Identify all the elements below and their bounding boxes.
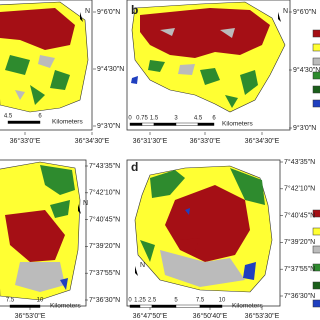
lat-label: 9°4'30"N: [97, 65, 124, 73]
scale-bar-segment: [151, 304, 177, 308]
lon-label: 36°53'0"E: [15, 312, 46, 320]
scale-label: 7.5: [196, 298, 205, 304]
map-frame: [0, 0, 93, 131]
scale-label: 0: [128, 298, 132, 304]
lon-label: 36°33'0"E: [190, 137, 221, 145]
scale-label: 4.5: [4, 114, 13, 120]
lat-label: 9°3'0"N: [293, 124, 316, 132]
lat-label: 9°6'0"N: [97, 8, 120, 16]
north-arrow: [78, 204, 81, 214]
lon-label: 36°53'30"E: [245, 312, 280, 320]
scale-label: 2.5: [148, 298, 157, 304]
north-arrow: [135, 266, 138, 276]
scale-bar-segment: [139, 304, 153, 308]
panel-label: b: [131, 3, 138, 17]
lat-label: 7°43'35"N: [284, 158, 315, 166]
scale-label: 3: [174, 116, 178, 122]
scale-label: 4.5: [194, 116, 203, 122]
map-frame: [126, 0, 291, 131]
lon-label: 36°31'30"E: [133, 137, 168, 145]
map-b: [131, 1, 286, 113]
scale-bar-segment: [197, 122, 215, 126]
scale-label: 10: [219, 298, 226, 304]
scale-label: 1.5: [150, 116, 159, 122]
lat-label: 9°6'0"N: [293, 8, 316, 16]
lon-label: 36°33'0"E: [10, 137, 41, 145]
scale-label: 6: [38, 114, 42, 120]
scale-label: 6: [212, 116, 216, 122]
north-arrow: [80, 12, 83, 22]
north-label: N: [283, 8, 288, 15]
scale-label: 0: [128, 116, 132, 122]
lon-label: 36°34'30"E: [75, 137, 110, 145]
north-label: N: [140, 262, 145, 269]
lat-label: 7°40'45"N: [284, 211, 315, 219]
scale-unit: Kilometers: [52, 119, 83, 126]
legend-swatches: [312, 29, 320, 308]
lat-label: 7°37'55"N: [89, 269, 120, 277]
lat-label: 7°39'20"N: [89, 242, 120, 250]
scale-bar-segment: [153, 122, 177, 126]
lat-label: 7°43'35"N: [89, 162, 120, 170]
lon-label: 36°47'50"E: [133, 312, 168, 320]
panel-label: d: [131, 160, 138, 174]
scale-bar-segment: [9, 304, 41, 308]
map-a: [0, 1, 89, 113]
scale-unit: Kilometers: [222, 121, 253, 128]
map-c: [0, 161, 81, 301]
scale-label: 0.75: [136, 116, 148, 122]
scale-bar-segment: [129, 122, 143, 126]
scale-label: 5: [174, 298, 178, 304]
scale-bar-segment: [175, 122, 199, 126]
lat-label: 7°42'10"N: [89, 189, 120, 197]
lat-label: 7°40'45"N: [89, 215, 120, 223]
lat-label: 9°4'30"N: [293, 66, 320, 74]
scale-bar-segment: [141, 122, 155, 126]
north-arrow: [278, 12, 281, 22]
map-d: [134, 165, 273, 293]
scale-bar-segment: [129, 304, 141, 308]
lat-label: 7°39'20"N: [284, 238, 315, 246]
scale-label: 10: [37, 298, 44, 304]
scale-label: 7.5: [6, 298, 15, 304]
scale-unit: Kilometers: [232, 303, 263, 310]
scale-bar-segment: [175, 304, 201, 308]
lon-label: 36°50'40"E: [193, 312, 228, 320]
scale-unit: Kilometers: [50, 303, 81, 310]
north-label: N: [83, 200, 88, 207]
scale-bar-segment: [7, 120, 41, 124]
lat-label: 7°42'10"N: [284, 185, 315, 193]
scale-label: 1.25: [134, 298, 146, 304]
map-frame: [0, 159, 87, 307]
lat-label: 7°36'30"N: [89, 296, 120, 304]
lat-label: 9°3'0"N: [97, 122, 120, 130]
lat-label: 7°37'55"N: [284, 265, 315, 273]
lat-label: 7°36'30"N: [284, 292, 315, 300]
north-label: N: [85, 8, 90, 15]
lon-label: 36°34'30"E: [245, 137, 280, 145]
scale-bar-segment: [199, 304, 223, 308]
